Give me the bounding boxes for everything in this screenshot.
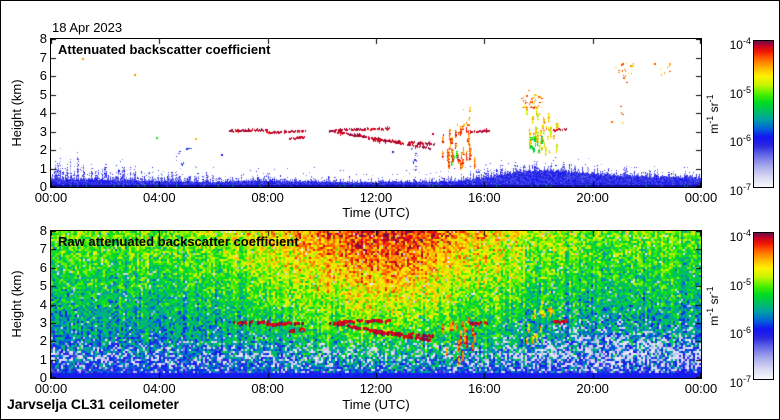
panel2-title: Raw attenuated backscatter coefficient: [58, 234, 299, 249]
panel1-y-tick-label: 4: [39, 105, 47, 120]
panel1-y-tick-label: 6: [39, 68, 47, 83]
raw-backscatter-heatmap: [51, 231, 701, 378]
panel2-y-tick-label: 4: [39, 296, 47, 312]
panel2-x-tick-label: 12:00: [359, 381, 393, 396]
panel1-x-tick-label: 08:00: [251, 190, 284, 205]
panel2-y-axis-label: Height (km): [9, 270, 24, 338]
panel2-x-tick-label: 16:00: [468, 381, 501, 396]
panel2-y-tick-label: 5: [39, 278, 47, 294]
panel2-x-tick-label: 00:00: [34, 381, 68, 396]
panel1-title: Attenuated backscatter coefficient: [58, 42, 271, 57]
panel2-colorbar-tick-label: 10-7: [729, 374, 751, 390]
panel2-x-axis-label: Time (UTC): [342, 397, 410, 412]
panel1-colorbar-tick-label: 10-4: [729, 36, 751, 52]
panel1-y-tick-label: 1: [39, 160, 47, 176]
panel1-y-tick-label: 0: [39, 179, 47, 194]
panel1-y-axis-label: Height (km): [9, 79, 24, 147]
panel2-y-tick-label: 1: [39, 351, 47, 367]
panel2-colorbar: [753, 232, 774, 380]
panel1-y-tick-label: 2: [39, 142, 47, 157]
panel2-y-tick-label: 3: [39, 314, 47, 330]
panel2-colorbar-unit: m-1 sr-1: [705, 286, 721, 326]
panel1-x-tick-label: 04:00: [143, 190, 176, 205]
instrument-label: Jarvselja CL31 ceilometer: [7, 396, 179, 412]
panel1-x-tick-label: 00:00: [34, 190, 68, 205]
panel1-colorbar-unit: m-1 sr-1: [705, 94, 721, 134]
panel2-x-tick-label: 04:00: [143, 381, 176, 396]
panel2-y-tick-label: 2: [39, 333, 47, 349]
panel2-x-tick-label: 00:00: [684, 381, 718, 396]
panel2-y-tick-label: 8: [39, 223, 47, 238]
panel1-x-tick-label: 00:00: [684, 190, 718, 205]
panel2-y-tick-label: 7: [39, 241, 47, 257]
date-label: 18 Apr 2023: [52, 20, 123, 35]
panel2-colorbar-tick-label: 10-6: [729, 325, 751, 342]
panel1-x-tick-label: 12:00: [359, 190, 393, 205]
attenuated-backscatter-heatmap: [51, 39, 701, 187]
panel2-colorbar-tick-label: 10-5: [729, 276, 751, 293]
panel1-x-tick-label: 20:00: [576, 190, 609, 205]
panel2-y-tick-label: 6: [39, 259, 47, 275]
panel1-y-tick-label: 7: [39, 49, 47, 65]
panel1-colorbar-tick-label: 10-7: [729, 182, 751, 198]
panel1-x-tick-label: 16:00: [468, 190, 501, 205]
panel2-x-tick-label: 08:00: [251, 381, 284, 396]
panel1-y-tick-label: 5: [39, 86, 47, 102]
panel-attenuated-backscatter: Attenuated backscatter coefficient: [50, 38, 702, 188]
panel-raw-backscatter: Raw attenuated backscatter coefficient: [50, 230, 702, 379]
panel1-colorbar-tick-label: 10-5: [729, 84, 751, 101]
panel1-x-axis-label: Time (UTC): [342, 205, 410, 220]
panel1-y-tick-label: 8: [39, 31, 47, 46]
panel2-colorbar-tick-label: 10-4: [729, 228, 751, 244]
panel1-colorbar-tick-label: 10-6: [729, 133, 751, 150]
panel1-colorbar: [753, 40, 774, 188]
panel2-x-tick-label: 20:00: [576, 381, 609, 396]
panel2-y-tick-label: 0: [39, 370, 47, 385]
panel1-y-tick-label: 3: [39, 123, 47, 139]
